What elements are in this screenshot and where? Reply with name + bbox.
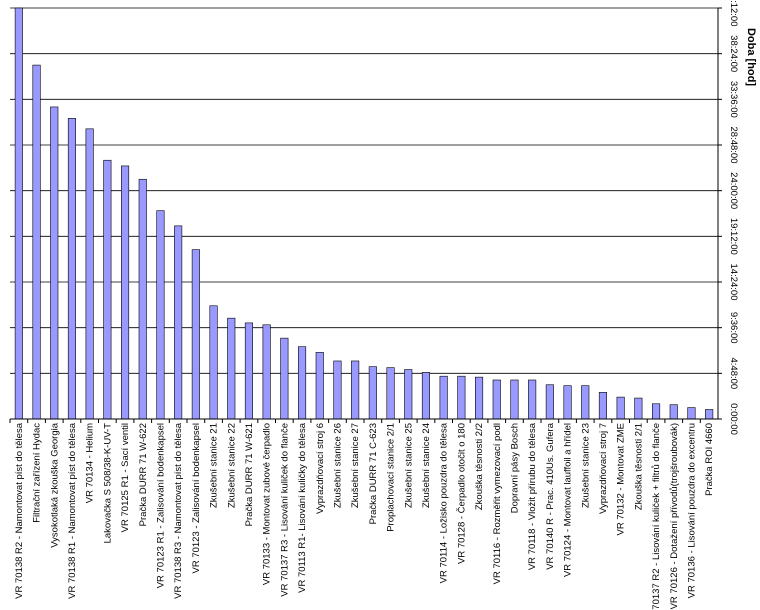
bar — [598, 392, 608, 420]
bar — [227, 317, 236, 420]
category-label: Vysokotlaká zkouška Georgia — [49, 422, 60, 548]
bar — [244, 322, 253, 420]
bar — [32, 64, 41, 420]
category-label: VR 70138 R3 - Namontovat píst do tělesa — [173, 422, 184, 599]
category-label: Vyprazdňovací stroj 7 — [598, 423, 609, 514]
category-label: VR 70125 R1 - Sací ventil — [120, 423, 131, 532]
bar — [50, 106, 59, 420]
category-label: VR 70126 - Dotažení přívodů(trojšroubová… — [669, 423, 680, 609]
category-label: VR 70138 R2 - Namontovat píst do tělesa — [14, 422, 25, 599]
category-label: Zkouška těsnosti 2/2 — [474, 423, 485, 510]
category-label: Vyprazdňovací stroj 6 — [315, 423, 326, 514]
category-label: Zkušební stanice 21 — [209, 423, 220, 508]
category-label: VR 70128 - Čerpadlo otočit o 180 — [456, 423, 467, 564]
bar — [368, 366, 377, 420]
y-tick-label: 14:24:00 — [728, 264, 739, 301]
category-label: Pračka DURR 71 W-622 — [138, 423, 149, 526]
category-label: VR 70114 - Ložisko pouzdra do tělesa — [439, 422, 450, 583]
bar — [687, 407, 696, 420]
gridlines — [10, 7, 718, 374]
category-label: Pračka DURR 71 W-621 — [244, 423, 255, 526]
bar — [174, 225, 183, 420]
bar — [581, 385, 590, 420]
category-label: Proplachovací stanice 2/1 — [386, 423, 397, 532]
category-label: Zkušební stanice 27 — [350, 423, 361, 508]
category-label: Pračka ROI 4660 — [704, 423, 715, 496]
category-label: Zkušební stanice 22 — [226, 423, 237, 508]
category-label: VR 70113 R1- Lisování kuličky do tělesa — [297, 422, 308, 593]
bar — [510, 379, 519, 420]
category-label: VR 70140 R - Prac. 410Us. Gufera — [545, 422, 556, 570]
bar — [634, 397, 643, 420]
bar — [421, 372, 431, 420]
category-label: VR 70123 R1 - Zalisování bodenkapsel — [155, 423, 166, 588]
bar — [705, 409, 714, 420]
bar — [156, 210, 165, 420]
bar — [280, 337, 289, 420]
bar — [121, 165, 130, 420]
bar — [669, 404, 678, 420]
category-label: Pračka DURR 71 C-623 — [368, 423, 379, 524]
y-tick-label: 38:24:00 — [728, 35, 739, 72]
category-label: Dopravní pásy Bosch — [509, 423, 520, 513]
category-label: VR 70123 - Zalisování bodenkapsel — [191, 423, 202, 574]
bar — [14, 7, 23, 420]
bar — [404, 369, 413, 420]
bar — [616, 396, 625, 420]
category-label: Filtrační zařízení Hydac — [32, 423, 43, 523]
y-tick-label: 28:48:00 — [728, 127, 739, 164]
y-tick-label: 0:00:00 — [728, 403, 739, 435]
bar — [262, 324, 271, 420]
category-label: VR 70124 - Montovat lauffoil a hřídel — [563, 423, 574, 577]
category-label: VR 70116 - Rozměřit vymezovací podl — [492, 423, 503, 584]
bar — [103, 159, 112, 420]
category-label: VR 70133 - Montovat zubové čerpadlo — [262, 423, 273, 585]
bar — [297, 346, 307, 420]
y-tick-label: 24:00:00 — [728, 172, 739, 209]
category-label: Zkušební stanice 25 — [403, 423, 414, 508]
bar — [138, 178, 147, 420]
y-tick-label: 19:12:00 — [728, 218, 739, 255]
category-label: VR 70118 - Vložit přírubu do tělesa — [527, 422, 538, 570]
category-label: VR 70136 - Lisování pouzdra do excentru — [686, 423, 697, 598]
bar — [386, 367, 395, 420]
category-label: Zkouška těsnosti 2/1 — [633, 423, 644, 510]
bar — [333, 360, 342, 420]
bar — [528, 379, 537, 420]
bar — [651, 403, 661, 420]
category-labels: VR 70138 R2 - Namontovat píst do tělesa F… — [14, 422, 715, 609]
bar — [191, 249, 200, 420]
y-axis-label: Doba [hod] — [745, 28, 757, 86]
category-label: Lakovačka S 508/38-K-UV-T — [102, 423, 113, 544]
category-label: VR 70132 - Montovat ZME — [616, 423, 627, 535]
bar — [209, 305, 218, 420]
bar — [85, 128, 94, 420]
y-tick-label: 9:36:00 — [728, 312, 739, 344]
bar — [439, 375, 448, 420]
y-tick-label: 33:36:00 — [728, 81, 739, 118]
bars — [14, 7, 714, 420]
category-label: VR 70134 - Helium — [85, 423, 96, 503]
category-label: 70137 R2 - Lisování kuliček + filtrů do … — [651, 423, 662, 610]
bar — [545, 384, 554, 420]
category-label: Zkušební stanice 24 — [421, 423, 432, 508]
y-tick-label: 4:48:00 — [728, 357, 739, 389]
bar — [563, 385, 572, 420]
bar — [315, 352, 324, 420]
category-label: VR 70138 R1 - Namontovat píst do tělesa — [67, 422, 78, 599]
bar — [492, 379, 501, 420]
category-label: VR 70137 R3 - Lisování kuliček do flanče — [279, 423, 290, 597]
axes — [9, 7, 722, 423]
bar — [67, 118, 76, 420]
category-label: Zkušební stanice 23 — [580, 423, 591, 508]
y-tick-labels: 0:00:00 4:48:00 9:36:00 14:24:00 19:12:00 24:… — [728, 0, 739, 435]
y-tick-label: 43:12:00 — [728, 0, 739, 26]
category-label: Zkušební stanice 26 — [332, 423, 343, 508]
bar — [457, 375, 466, 420]
bar — [474, 376, 484, 420]
bar — [351, 360, 360, 420]
